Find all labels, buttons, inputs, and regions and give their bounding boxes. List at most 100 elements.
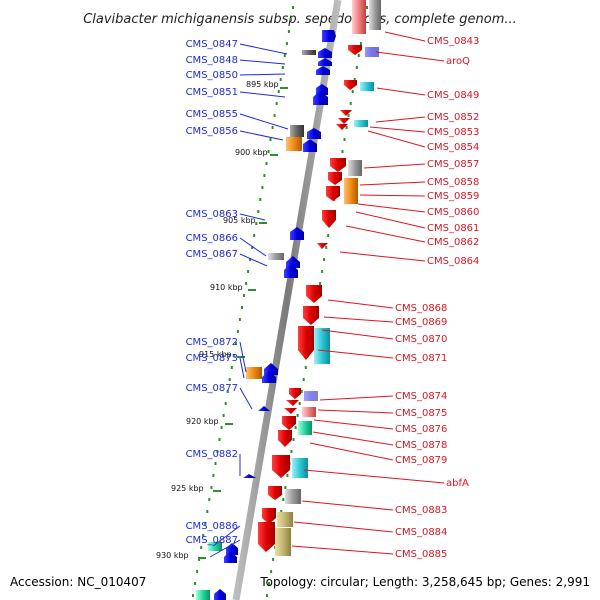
gene-label-cms_0848[interactable]: CMS_0848 xyxy=(186,55,238,66)
gene-arrow[interactable] xyxy=(313,91,328,105)
gene-label-cms_0866[interactable]: CMS_0866 xyxy=(186,233,238,244)
gene-arrow[interactable] xyxy=(322,30,336,42)
gene-label-cms_0877[interactable]: CMS_0877 xyxy=(186,383,238,394)
gene-label-cms_0873[interactable]: CMS_0873 xyxy=(186,353,238,364)
gene-label-cms_0875[interactable]: CMS_0875 xyxy=(395,408,447,419)
gene-arrow[interactable] xyxy=(316,66,330,75)
gene-arrow[interactable] xyxy=(307,128,321,139)
gene-box[interactable] xyxy=(314,328,330,364)
gene-arrow[interactable] xyxy=(338,118,350,124)
gene-box[interactable] xyxy=(268,253,284,260)
gene-arrow[interactable] xyxy=(290,227,304,240)
gene-arrow[interactable] xyxy=(284,264,298,278)
gene-arrow[interactable] xyxy=(289,388,301,399)
gene-arrow[interactable] xyxy=(278,430,292,447)
gene-arrow[interactable] xyxy=(224,551,237,563)
gene-box[interactable] xyxy=(344,178,358,204)
gene-box[interactable] xyxy=(208,542,222,551)
gene-label-cms_0858[interactable]: CMS_0858 xyxy=(427,177,479,188)
gene-arrow[interactable] xyxy=(262,508,276,524)
gene-label-cms_0872[interactable]: CMS_0872 xyxy=(186,337,238,348)
gene-arrow[interactable] xyxy=(286,256,300,268)
gene-box[interactable] xyxy=(302,407,316,417)
gene-arrow[interactable] xyxy=(214,589,226,600)
gene-label-cms_0883[interactable]: CMS_0883 xyxy=(395,505,447,516)
gene-arrow[interactable] xyxy=(298,326,314,360)
gene-label-cms_0884[interactable]: CMS_0884 xyxy=(395,527,447,538)
gene-label-cms_0854[interactable]: CMS_0854 xyxy=(427,142,479,153)
gene-arrow[interactable] xyxy=(330,158,346,172)
gene-arrow[interactable] xyxy=(322,210,336,228)
gene-label-cms_0861[interactable]: CMS_0861 xyxy=(427,223,479,234)
gene-arrow[interactable] xyxy=(286,400,299,406)
gene-label-cms_0856[interactable]: CMS_0856 xyxy=(186,126,238,137)
gene-box[interactable] xyxy=(348,160,362,176)
gene-arrow[interactable] xyxy=(306,285,322,303)
gene-arrow[interactable] xyxy=(336,124,348,130)
gene-arrow[interactable] xyxy=(317,243,328,249)
gene-label-cms_0882[interactable]: CMS_0882 xyxy=(186,449,238,460)
gene-label-cms_0870[interactable]: CMS_0870 xyxy=(395,334,447,345)
gene-arrow[interactable] xyxy=(303,139,317,152)
gene-label-cms_0852[interactable]: CMS_0852 xyxy=(427,112,479,123)
gene-label-cms_0878[interactable]: CMS_0878 xyxy=(395,440,447,451)
gene-box[interactable] xyxy=(360,82,374,91)
gene-label-aroq[interactable]: aroQ xyxy=(446,56,470,67)
gene-arrow[interactable] xyxy=(258,522,275,552)
gene-label-cms_0864[interactable]: CMS_0864 xyxy=(427,256,479,267)
gene-label-cms_0849[interactable]: CMS_0849 xyxy=(427,90,479,101)
gene-label-cms_0868[interactable]: CMS_0868 xyxy=(395,303,447,314)
gene-box[interactable] xyxy=(298,421,312,435)
gene-label-cms_0887[interactable]: CMS_0887 xyxy=(186,535,238,546)
gene-arrow[interactable] xyxy=(243,474,256,478)
gene-box[interactable] xyxy=(290,125,304,137)
gene-arrow[interactable] xyxy=(264,363,278,375)
gene-label-cms_0857[interactable]: CMS_0857 xyxy=(427,159,479,170)
gene-arrow[interactable] xyxy=(262,371,276,383)
gene-box[interactable] xyxy=(304,391,318,401)
gene-arrow[interactable] xyxy=(268,486,282,500)
gene-arrow[interactable] xyxy=(272,455,290,478)
gene-arrow[interactable] xyxy=(340,110,352,116)
gene-label-cms_0850[interactable]: CMS_0850 xyxy=(186,70,238,81)
gene-label-cms_0871[interactable]: CMS_0871 xyxy=(395,353,447,364)
gene-label-cms_0853[interactable]: CMS_0853 xyxy=(427,127,479,138)
gene-box[interactable] xyxy=(365,47,379,57)
gene-label-abfa[interactable]: abfA xyxy=(446,478,469,489)
gene-box[interactable] xyxy=(246,367,262,379)
gene-box[interactable] xyxy=(286,137,302,151)
gene-label-cms_0851[interactable]: CMS_0851 xyxy=(186,87,238,98)
gene-label-cms_0867[interactable]: CMS_0867 xyxy=(186,249,238,260)
gene-box[interactable] xyxy=(275,528,291,556)
gene-label-cms_0886[interactable]: CMS_0886 xyxy=(186,521,238,532)
gene-label-cms_0859[interactable]: CMS_0859 xyxy=(427,191,479,202)
gene-arrow[interactable] xyxy=(344,80,357,90)
gene-label-cms_0863[interactable]: CMS_0863 xyxy=(186,209,238,220)
gene-label-cms_0847[interactable]: CMS_0847 xyxy=(186,39,238,50)
gene-box[interactable] xyxy=(196,590,210,600)
gene-label-cms_0885[interactable]: CMS_0885 xyxy=(395,549,447,560)
gene-arrow[interactable] xyxy=(282,416,296,430)
gene-box[interactable] xyxy=(302,50,316,55)
gene-box[interactable] xyxy=(292,458,308,478)
gene-arrow[interactable] xyxy=(348,45,362,55)
gene-label-cms_0874[interactable]: CMS_0874 xyxy=(395,391,447,402)
gene-arrow[interactable] xyxy=(328,172,342,185)
gene-label-cms_0862[interactable]: CMS_0862 xyxy=(427,237,479,248)
gene-box[interactable] xyxy=(369,0,381,30)
gene-arrow[interactable] xyxy=(326,186,340,201)
gene-box[interactable] xyxy=(277,512,293,527)
gene-arrow[interactable] xyxy=(303,306,319,325)
gene-label-cms_0869[interactable]: CMS_0869 xyxy=(395,317,447,328)
gene-box[interactable] xyxy=(352,0,366,34)
gene-arrow[interactable] xyxy=(318,48,332,58)
gene-label-cms_0876[interactable]: CMS_0876 xyxy=(395,424,447,435)
gene-box[interactable] xyxy=(354,120,368,127)
gene-arrow[interactable] xyxy=(258,406,270,411)
gene-box[interactable] xyxy=(285,489,301,504)
gene-label-cms_0879[interactable]: CMS_0879 xyxy=(395,455,447,466)
gene-label-cms_0843[interactable]: CMS_0843 xyxy=(427,36,479,47)
gene-arrow[interactable] xyxy=(284,408,297,414)
gene-label-cms_0860[interactable]: CMS_0860 xyxy=(427,207,479,218)
gene-arrow[interactable] xyxy=(318,58,332,66)
